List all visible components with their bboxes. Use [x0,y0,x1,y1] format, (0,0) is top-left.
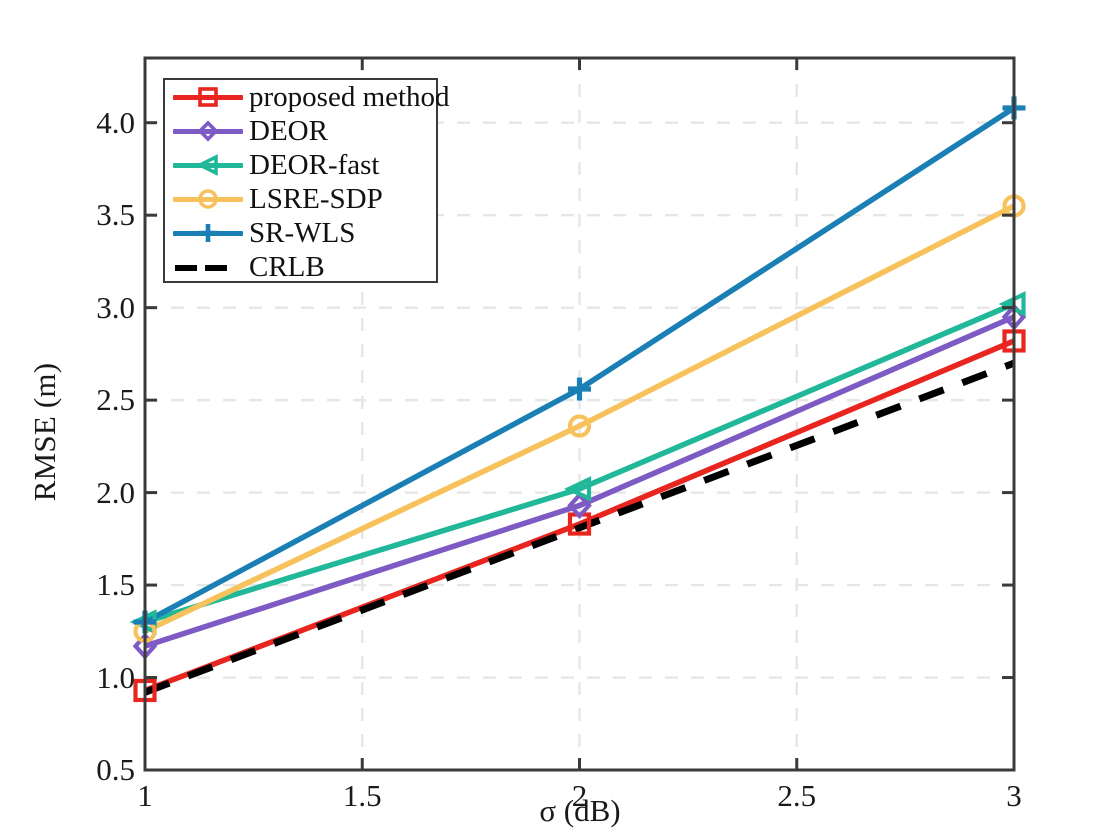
x-tick-label: 2 [571,778,588,813]
x-axis-label: σ (dB) [539,793,621,828]
legend-marker-plus-icon [199,224,217,243]
y-axis-label: RMSE (m) [27,362,62,502]
marker-diamond [567,491,592,520]
chart-legend[interactable]: proposed method DEOR DEOR-fast LSRE-SDP SR-W… [163,78,450,284]
legend-line [173,94,243,100]
legend-swatch [171,82,245,112]
series-line-5 [143,359,1016,696]
legend-label: DEOR-fast [249,148,380,181]
legend-swatch [171,253,245,283]
y-tick-label: 1.0 [96,659,135,695]
square-icon [198,87,218,107]
x-tick-label: 1.5 [342,778,382,813]
legend-label: SR-WLS [249,216,356,249]
legend-item-lsre-sdp[interactable]: LSRE-SDP [165,182,436,216]
y-tick-label: 4.0 [96,104,135,140]
legend-item-crlb[interactable]: CRLB [165,250,436,284]
series-line-3 [143,203,1016,634]
legend-marker-square-icon [198,87,218,107]
legend-marker-circle-icon [198,189,218,210]
legend-item-sr-wls[interactable]: SR-WLS [165,216,436,250]
legend-dash-segment [175,264,197,271]
x-tick-label: 1 [137,778,153,813]
legend-marker-diamond-icon [197,120,219,142]
legend-line [173,196,243,202]
legend-swatch [171,218,245,248]
series-line-1 [144,314,1016,649]
legend-label: DEOR [249,114,328,147]
y-tick-label: 1.5 [96,567,135,603]
legend-item-deor[interactable]: DEOR [165,114,436,148]
y-tick-label: 3.5 [96,197,135,233]
legend-label: CRLB [249,251,325,284]
x-tick-label: 3 [1006,778,1022,813]
series-line-2 [144,301,1016,625]
legend-label: proposed method [249,80,450,113]
x-tick-label: 2.5 [777,778,817,813]
marker-triangle-left [564,476,592,502]
triangle-left-icon [195,154,218,177]
marker-plus [568,377,591,401]
legend-item-proposed-method[interactable]: proposed method [165,80,450,114]
axes-box [143,56,1016,772]
diamond-icon [197,120,219,142]
legend-line [173,128,243,134]
y-axis-tick-labels: 0.5 1.0 1.5 2.0 2.5 3.0 3.5 4.0 [45,0,135,840]
y-tick-label: 2.5 [96,382,135,418]
legend-dash-segment [205,264,227,271]
data-series-group [129,96,1027,703]
legend-item-deor-fast[interactable]: DEOR-fast [165,148,436,182]
circle-icon [198,189,218,210]
legend-marker-triangle-left-icon [195,154,218,177]
plus-icon [199,224,217,243]
marker-circle [567,414,592,438]
legend-swatch [171,116,245,146]
legend-line [173,162,243,168]
y-tick-label: 2.0 [96,474,135,510]
legend-swatch [171,150,245,180]
y-tick-label: 0.5 [96,752,135,787]
legend-swatch [171,184,245,214]
legend-label: LSRE-SDP [249,182,383,215]
y-tick-label: 3.0 [96,289,135,325]
